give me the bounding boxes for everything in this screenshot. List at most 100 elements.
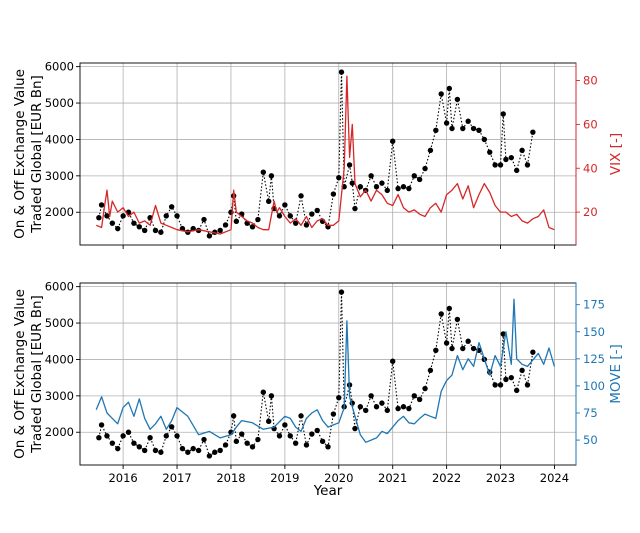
data-point <box>446 305 453 312</box>
data-point <box>492 382 498 388</box>
plot-frame <box>79 282 577 466</box>
data-point <box>524 162 531 168</box>
data-point <box>147 435 153 441</box>
data-point <box>104 213 110 219</box>
y-axis-label-line: On & Off Exchange Value <box>12 289 28 459</box>
data-point <box>427 367 434 374</box>
y-tick-label: 6000 <box>45 280 74 294</box>
data-point <box>357 404 364 410</box>
series-vix <box>95 75 555 235</box>
data-point <box>422 385 428 392</box>
data-point <box>406 185 412 192</box>
data-point <box>487 149 493 155</box>
y2-tick-label: 125 <box>583 352 605 366</box>
data-point <box>476 127 482 134</box>
data-point <box>519 367 525 374</box>
y2-tick-label: 20 <box>583 205 598 219</box>
data-point <box>136 224 143 230</box>
data-point <box>449 125 455 132</box>
data-point <box>233 438 240 445</box>
data-point <box>508 374 515 381</box>
data-point <box>287 433 293 439</box>
data-point <box>395 185 401 192</box>
data-point <box>379 400 385 406</box>
data-point <box>384 187 391 194</box>
data-point <box>368 393 374 399</box>
data-point <box>400 404 407 410</box>
data-point <box>222 442 229 448</box>
data-point <box>115 445 121 452</box>
data-point <box>268 393 275 399</box>
data-point <box>368 173 374 179</box>
data-point <box>330 411 337 417</box>
data-point <box>338 69 345 75</box>
data-point <box>109 220 116 226</box>
data-point <box>352 205 358 212</box>
x-tick-label: 2024 <box>540 471 569 485</box>
data-point <box>104 433 110 439</box>
data-point <box>249 224 256 230</box>
data-point <box>336 174 342 181</box>
plot-frame <box>79 62 577 246</box>
y2-tick-label: 175 <box>583 298 605 312</box>
data-point <box>363 407 369 414</box>
data-point <box>152 227 159 234</box>
y-axis-label: On & Off Exchange ValueTraded Global [EU… <box>12 69 45 239</box>
data-point <box>131 220 137 226</box>
data-point <box>470 125 477 132</box>
data-point <box>309 211 315 217</box>
grid <box>80 63 576 245</box>
data-point <box>249 444 256 450</box>
data-point <box>163 213 169 219</box>
data-point <box>303 442 310 448</box>
data-point <box>233 218 240 225</box>
data-point <box>379 180 385 186</box>
series-line <box>95 75 555 235</box>
data-point <box>411 393 417 399</box>
data-point <box>373 184 380 190</box>
data-point <box>449 345 455 352</box>
data-point <box>292 440 299 446</box>
x-tick-label: 2018 <box>216 471 245 485</box>
data-point <box>260 169 267 175</box>
data-point <box>443 340 450 346</box>
data-point <box>314 207 320 214</box>
data-point <box>201 216 207 223</box>
data-point <box>255 436 261 443</box>
y2-tick-label: 80 <box>583 74 598 88</box>
data-point <box>179 445 186 452</box>
data-point <box>212 449 218 455</box>
x-tick-label: 2023 <box>486 471 515 485</box>
y2-axis-label: VIX [-] <box>608 133 624 175</box>
data-point <box>298 413 304 419</box>
data-point <box>373 404 380 410</box>
data-point <box>217 227 223 234</box>
data-point <box>427 147 434 154</box>
x-tick-label: 2021 <box>378 471 407 485</box>
data-point <box>389 138 396 144</box>
series-line <box>95 298 556 443</box>
y-tick-label: 5000 <box>45 96 74 110</box>
y-tick-label: 4000 <box>45 352 74 366</box>
data-point <box>303 222 310 228</box>
data-point <box>319 438 326 445</box>
data-point <box>503 376 509 383</box>
data-point <box>174 213 180 219</box>
data-point <box>500 111 506 117</box>
y2-tick-label: 100 <box>583 379 605 393</box>
series-traded-value <box>96 69 536 239</box>
y-axis-label-line: Traded Global [EUR Bn] <box>29 295 45 454</box>
data-point <box>530 129 536 135</box>
data-point <box>492 162 498 168</box>
data-point <box>503 156 509 163</box>
y2-axis-label: MOVE [-] <box>608 344 624 404</box>
data-point <box>406 405 412 412</box>
data-point <box>508 154 515 161</box>
data-point <box>524 382 531 388</box>
data-point <box>185 449 191 455</box>
data-point <box>120 213 126 219</box>
data-point <box>497 162 504 168</box>
data-point <box>433 347 439 354</box>
data-point <box>389 358 396 364</box>
y-axis-label: On & Off Exchange ValueTraded Global [EU… <box>12 289 45 459</box>
